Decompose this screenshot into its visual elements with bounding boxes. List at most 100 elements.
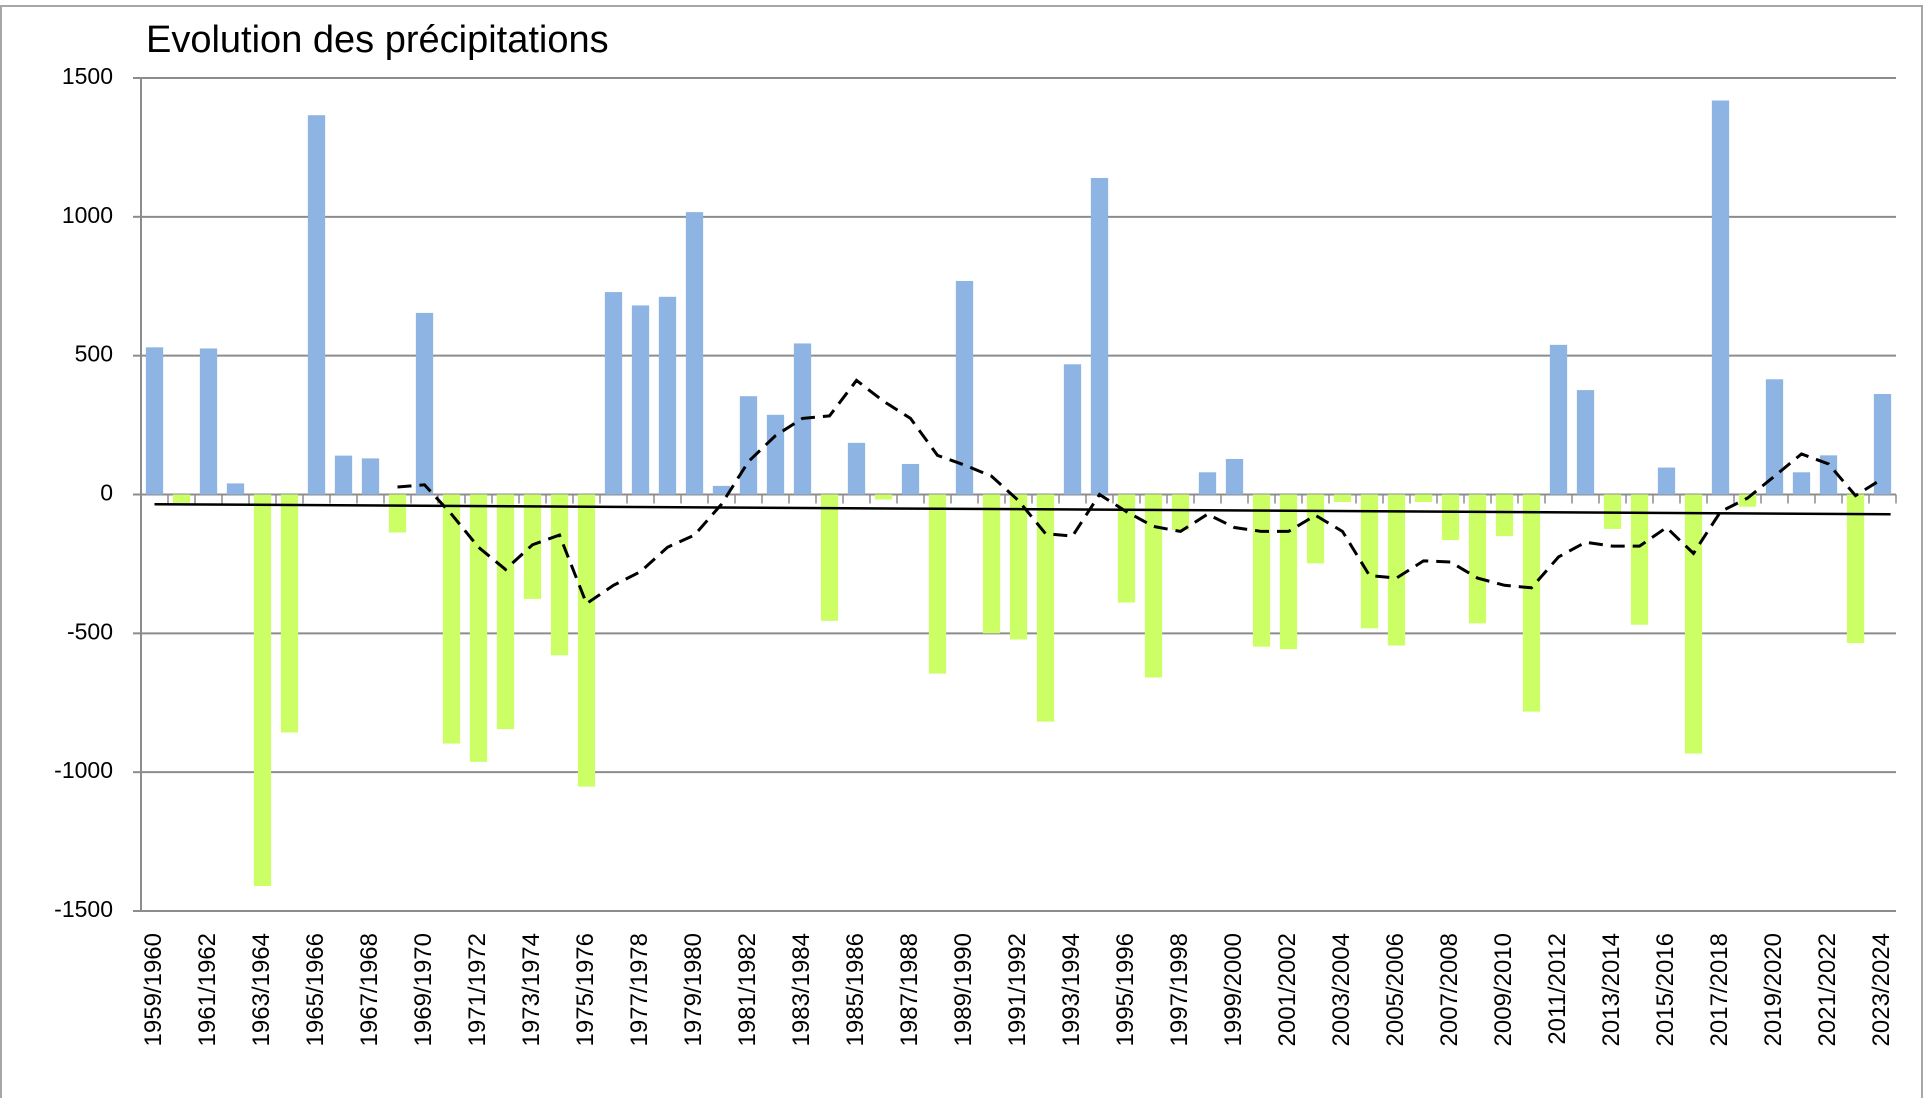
bar — [577, 494, 596, 787]
bar — [1117, 494, 1136, 603]
bar — [1090, 177, 1109, 495]
bar — [1252, 494, 1271, 647]
bar — [955, 280, 974, 495]
bar — [1036, 494, 1055, 722]
y-tick-label: -1500 — [54, 896, 113, 922]
bar — [1279, 494, 1298, 650]
bar — [1873, 393, 1892, 495]
x-tick-label: 1995/1996 — [1112, 933, 1139, 1046]
bar — [1441, 494, 1460, 541]
bar — [1144, 494, 1163, 678]
bar — [1225, 458, 1244, 495]
bar — [766, 414, 785, 495]
bar — [199, 348, 218, 495]
bar — [280, 494, 299, 733]
bar — [1063, 364, 1082, 495]
bar — [1198, 472, 1217, 495]
x-tick-label: 2013/2014 — [1598, 933, 1625, 1046]
bar — [1738, 494, 1757, 507]
x-tick-label: 1989/1990 — [950, 933, 977, 1046]
x-tick-label: 2007/2008 — [1436, 933, 1463, 1046]
x-tick-label: 2019/2020 — [1760, 933, 1787, 1046]
bar — [226, 483, 245, 495]
x-tick-label: 1997/1998 — [1166, 933, 1193, 1046]
x-tick-label: 1959/1960 — [140, 933, 167, 1046]
x-tick-label: 1977/1978 — [626, 933, 653, 1046]
bar — [1846, 494, 1865, 644]
x-tick-label: 1979/1980 — [680, 933, 707, 1046]
bar — [442, 494, 461, 744]
bar — [739, 396, 758, 495]
bar — [604, 292, 623, 495]
chart-frame — [0, 5, 1923, 1098]
y-tick-label: 1500 — [62, 63, 113, 89]
x-tick-label: 1985/1986 — [842, 933, 869, 1046]
x-tick-label: 1983/1984 — [788, 933, 815, 1046]
bar — [658, 296, 677, 495]
x-tick-label: 2021/2022 — [1814, 933, 1841, 1046]
x-tick-label: 2009/2010 — [1490, 933, 1517, 1046]
bar — [1684, 494, 1703, 754]
bar — [1711, 100, 1730, 495]
bar — [712, 485, 731, 495]
bar — [1414, 494, 1433, 502]
bar — [1522, 494, 1541, 712]
x-tick-label: 1987/1988 — [896, 933, 923, 1046]
x-tick-label: 1993/1994 — [1058, 933, 1085, 1046]
bar — [928, 494, 947, 674]
y-tick-label: -1000 — [54, 757, 113, 783]
bar — [1333, 494, 1352, 502]
x-tick-label: 2003/2004 — [1328, 933, 1355, 1046]
bar — [1765, 379, 1784, 495]
x-tick-label: 2015/2016 — [1652, 933, 1679, 1046]
bar — [820, 494, 839, 621]
x-tick-label: 2011/2012 — [1544, 933, 1571, 1045]
bar — [469, 494, 488, 762]
bar — [1630, 494, 1649, 625]
y-tick-label: -500 — [67, 618, 113, 644]
x-tick-label: 2023/2024 — [1868, 933, 1895, 1046]
bar — [1360, 494, 1379, 629]
bar — [1576, 390, 1595, 495]
x-tick-label: 1991/1992 — [1004, 933, 1031, 1046]
bar — [1468, 494, 1487, 624]
bar — [1549, 344, 1568, 495]
x-tick-label: 1967/1968 — [356, 933, 383, 1046]
chart-title: Evolution des précipitations — [146, 19, 609, 61]
x-tick-label: 1999/2000 — [1220, 933, 1247, 1046]
bar — [1819, 455, 1838, 495]
bar — [685, 212, 704, 495]
bar — [901, 463, 920, 495]
bar — [1792, 472, 1811, 495]
x-tick-label: 2001/2002 — [1274, 933, 1301, 1046]
bar — [1171, 494, 1190, 531]
x-tick-label: 1971/1972 — [464, 933, 491, 1046]
x-tick-label: 2017/2018 — [1706, 933, 1733, 1046]
bar — [172, 494, 191, 503]
bar — [1306, 494, 1325, 564]
y-tick-label: 1000 — [62, 202, 113, 228]
x-tick-label: 2005/2006 — [1382, 933, 1409, 1046]
x-tick-label: 1965/1966 — [302, 933, 329, 1046]
bar — [1657, 467, 1676, 495]
bar — [874, 494, 893, 500]
y-tick-label: 500 — [75, 341, 113, 367]
bar — [145, 347, 164, 495]
x-tick-label: 1963/1964 — [248, 933, 275, 1046]
bar — [415, 312, 434, 495]
x-tick-label: 1969/1970 — [410, 933, 437, 1046]
x-tick-label: 1973/1974 — [518, 933, 545, 1046]
x-tick-label: 1961/1962 — [194, 933, 221, 1046]
bar — [1495, 494, 1514, 537]
x-tick-label: 1975/1976 — [572, 933, 599, 1046]
bar — [631, 305, 650, 495]
bar — [253, 494, 272, 887]
bar — [496, 494, 515, 730]
bar — [334, 455, 353, 495]
bar — [388, 494, 407, 533]
bar — [1009, 494, 1028, 640]
y-tick-label: 0 — [100, 480, 113, 506]
bar — [361, 458, 380, 495]
